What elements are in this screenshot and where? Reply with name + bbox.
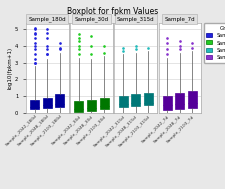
Title: Sample_30d: Sample_30d [74,17,108,22]
PathPatch shape [162,96,171,110]
Title: Sample_180d: Sample_180d [28,17,66,22]
PathPatch shape [187,91,196,108]
Text: Sample_2103_30d: Sample_2103_30d [75,114,106,146]
Text: Sample_2042_315d: Sample_2042_315d [92,114,125,148]
PathPatch shape [130,94,140,106]
Text: Sample_2042_30d: Sample_2042_30d [50,114,81,146]
Text: Sample_2103_7d: Sample_2103_7d [165,114,194,144]
Text: Sample_2042_7d: Sample_2042_7d [140,114,169,144]
PathPatch shape [99,98,108,109]
Text: Sample_2048_30d: Sample_2048_30d [63,114,94,146]
PathPatch shape [30,100,39,109]
PathPatch shape [87,100,96,111]
Legend: Sample_180d, Sample_30d, Sample_315d, Sample_7d: Sample_180d, Sample_30d, Sample_315d, Sa… [203,23,225,63]
PathPatch shape [74,101,83,112]
PathPatch shape [55,94,64,107]
PathPatch shape [43,98,52,108]
Text: Sample_2103_180d: Sample_2103_180d [29,114,62,147]
Text: Sample_2048_7d: Sample_2048_7d [153,114,182,144]
Text: Sample_2103_315d: Sample_2103_315d [117,114,150,148]
PathPatch shape [175,93,184,109]
Text: Sample_2048_180d: Sample_2048_180d [17,114,50,147]
Text: Boxplot for fpkm Values: Boxplot for fpkm Values [67,7,158,16]
Text: Sample_2048_315d: Sample_2048_315d [105,114,138,148]
PathPatch shape [118,96,127,107]
Title: Sample_315d: Sample_315d [116,17,154,22]
Y-axis label: log10(fpkm+1): log10(fpkm+1) [8,47,13,89]
Text: Sample_2042_180d: Sample_2042_180d [4,114,37,147]
PathPatch shape [143,93,152,105]
Title: Sample_7d: Sample_7d [164,17,194,22]
